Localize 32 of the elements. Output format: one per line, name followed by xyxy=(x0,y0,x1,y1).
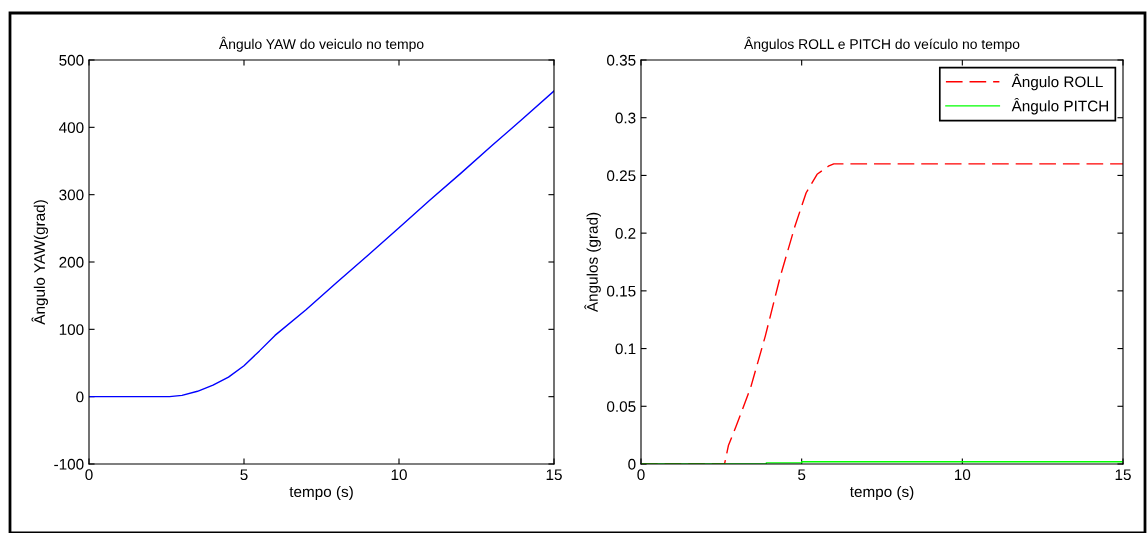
chart-title: Ângulos ROLL e PITCH do veículo no tempo xyxy=(744,36,1020,52)
y-tick-label: 300 xyxy=(59,189,84,201)
line-series xyxy=(89,90,554,398)
x-axis-title: tempo (s) xyxy=(849,485,914,501)
y-tick-label: 0 xyxy=(628,458,636,470)
y-tick-label: 0.25 xyxy=(607,170,636,182)
legend-label: Ângulo PITCH xyxy=(1011,97,1109,115)
y-tick-label: 500 xyxy=(59,54,84,66)
y-axis-title: Ângulos (grad) xyxy=(584,212,601,313)
chart-title: Ângulo YAW do veiculo no tempo xyxy=(218,36,424,52)
y-tick-label: 0.2 xyxy=(615,228,636,239)
y-tick-label: 200 xyxy=(59,256,84,268)
x-tick-label: 15 xyxy=(1115,469,1131,481)
y-tick-label: 100 xyxy=(59,324,84,336)
x-tick-label: 0 xyxy=(85,469,93,481)
y-tick-label: 0 xyxy=(76,391,84,403)
x-axis-title: tempo (s) xyxy=(289,485,353,501)
x-tick-label: 0 xyxy=(637,469,645,481)
y-tick-label: 0.15 xyxy=(607,285,636,297)
y-tick-label: 0.05 xyxy=(607,401,636,412)
x-tick-label: 10 xyxy=(391,469,407,481)
y-tick-label: 0.1 xyxy=(615,343,636,355)
legend-label: Ângulo ROLL xyxy=(1011,73,1103,91)
x-tick-label: 5 xyxy=(798,469,806,481)
y-tick-label: 400 xyxy=(59,122,84,134)
y-axis-title: Ângulo YAW(grad) xyxy=(31,200,49,325)
y-tick-label: -100 xyxy=(54,458,84,470)
x-tick-label: 10 xyxy=(955,469,971,481)
y-tick-label: 0.35 xyxy=(607,54,636,66)
y-tick-label: 0.3 xyxy=(615,112,636,124)
x-tick-label: 15 xyxy=(546,469,562,481)
x-tick-label: 5 xyxy=(240,469,248,481)
